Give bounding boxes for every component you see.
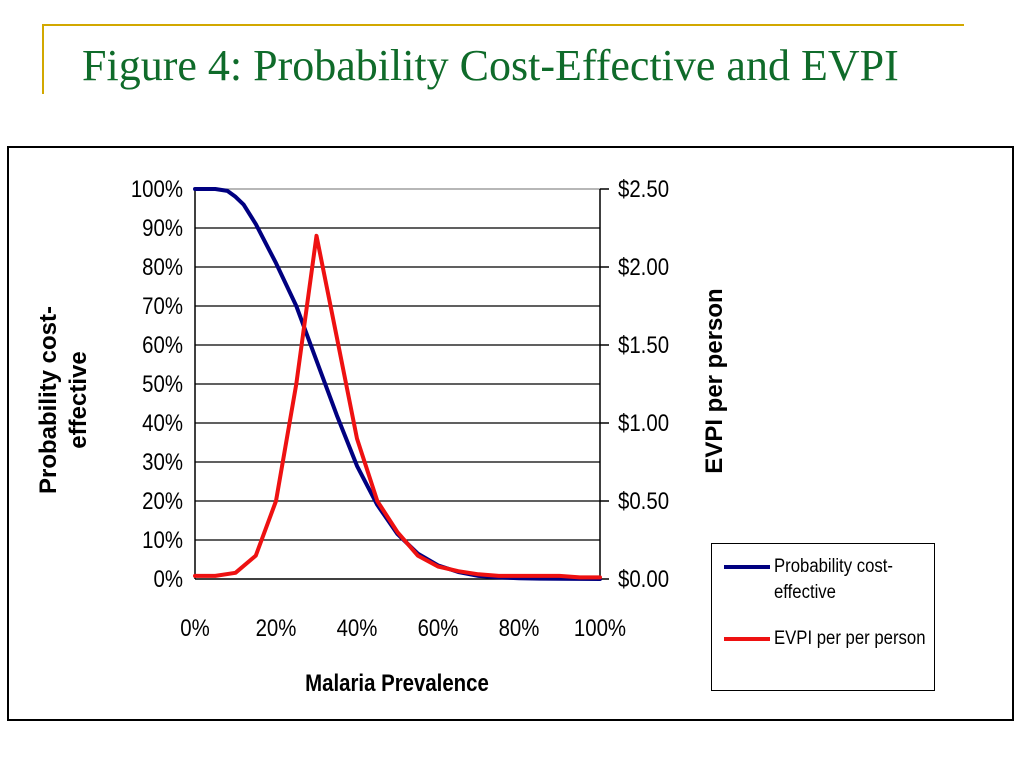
y-tick-label-right: $2.00 xyxy=(618,253,669,280)
y-axis-title-right: EVPI per person xyxy=(701,288,728,473)
x-tick-label: 20% xyxy=(256,614,297,641)
slide-title: Figure 4: Probability Cost-Effective and… xyxy=(82,41,899,90)
title-accent-rule-left xyxy=(42,24,44,94)
x-tick-label: 0% xyxy=(180,614,209,641)
series-lines xyxy=(193,187,602,581)
legend-label-probability: Probability cost-effective xyxy=(774,556,893,603)
y-tick-label-right: $1.50 xyxy=(618,331,669,358)
x-tick-label: 80% xyxy=(499,614,540,641)
y-axis-title-left-line1: Probability cost- xyxy=(35,306,62,494)
y-tick-label-left: 80% xyxy=(142,253,183,280)
tick-labels: 0% 10% 20% 30% 40% 50% 60% 70% 80% 90% 100% $0.00 $0… xyxy=(131,175,669,641)
x-tick-label: 100% xyxy=(574,614,626,641)
y-tick-label-left: 40% xyxy=(142,409,183,436)
y-tick-label-left: 70% xyxy=(142,292,183,319)
x-tick-label: 40% xyxy=(337,614,378,641)
y-tick-label-left: 20% xyxy=(142,487,183,514)
y-tick-label-right: $1.00 xyxy=(618,409,669,436)
y-tick-label-left: 10% xyxy=(142,526,183,553)
y-tick-label-left: 90% xyxy=(142,214,183,241)
y-tick-label-left: 100% xyxy=(131,175,183,202)
y-tick-label-left: 60% xyxy=(142,331,183,358)
series-line-probability-cost-effective xyxy=(193,187,602,581)
y-tick-label-right: $0.50 xyxy=(618,487,669,514)
y-tick-label-right: $2.50 xyxy=(618,175,669,202)
legend-swatch-probability xyxy=(724,565,770,569)
y-tick-label-right: $0.00 xyxy=(618,565,669,592)
x-axis-title: Malaria Prevalence xyxy=(305,669,489,696)
legend-label-evpi: EVPI per per person xyxy=(774,628,926,649)
grid-lines xyxy=(195,188,600,541)
y-axis-title-left-line2: effective xyxy=(65,351,92,448)
y-tick-label-left: 30% xyxy=(142,448,183,475)
chart-legend: Probability cost-effective EVPI per per … xyxy=(711,543,935,691)
chart-frame: 0% 10% 20% 30% 40% 50% 60% 70% 80% 90% 100% $0.00 $0… xyxy=(7,146,1014,721)
y-tick-label-left: 0% xyxy=(154,565,183,592)
title-accent-rule-top xyxy=(42,24,964,26)
y-tick-label-left: 50% xyxy=(142,370,183,397)
chart-svg: 0% 10% 20% 30% 40% 50% 60% 70% 80% 90% 100% $0.00 $0… xyxy=(35,175,728,696)
series-line-evpi-per-person xyxy=(193,233,602,580)
x-tick-label: 60% xyxy=(418,614,459,641)
legend-swatch-evpi xyxy=(724,637,770,641)
